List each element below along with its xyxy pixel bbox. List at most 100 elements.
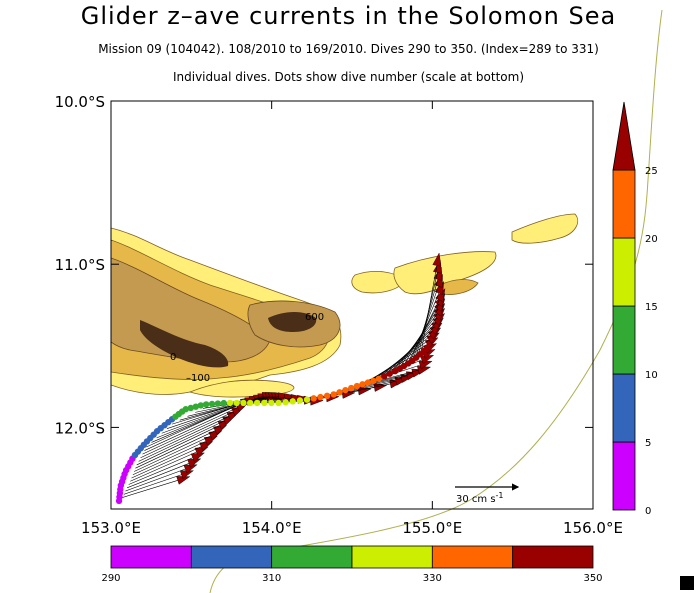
current-vector <box>144 404 243 451</box>
current-vector <box>128 455 199 485</box>
track-dot <box>303 396 311 403</box>
colorbar-tick-label: 0 <box>645 506 651 517</box>
track-dot <box>386 370 393 377</box>
island-far-east <box>511 213 579 244</box>
current-vector <box>132 438 212 476</box>
track-dot <box>348 384 355 392</box>
scale-arrow-text: 30 cm s <box>456 494 496 505</box>
track-dot <box>381 373 388 380</box>
colorbar-segment <box>612 373 636 443</box>
colorbar-segment <box>612 237 636 307</box>
current-vector <box>126 461 195 489</box>
contour-label: 600 <box>305 312 324 323</box>
current-vector <box>140 413 234 459</box>
current-vector <box>364 341 433 384</box>
track-dot <box>240 399 247 407</box>
island-east-1 <box>351 270 406 294</box>
track-dot <box>342 386 349 394</box>
current-vector <box>130 449 202 482</box>
current-vector <box>407 294 443 363</box>
scale-arrow-exponent: -1 <box>496 491 504 500</box>
track-dot <box>268 399 275 407</box>
y-tick-label: 10.0°S <box>55 93 105 111</box>
island-east-2 <box>393 251 497 295</box>
track-dot <box>336 389 343 396</box>
x-tick-label: 155.0°E <box>402 519 462 537</box>
y-tick-label: 12.0°S <box>55 419 105 437</box>
colorbar-tick-label: 15 <box>645 302 658 313</box>
dive-colorbar-segment <box>271 545 353 569</box>
current-vector <box>369 336 434 382</box>
contour-label: –100 <box>186 373 210 384</box>
scale-arrow-label: 30 cm s-1 <box>456 491 504 505</box>
dive-colorbar-segment <box>110 545 192 569</box>
land-peak-central2 <box>268 312 317 332</box>
track-dot <box>187 404 194 412</box>
colorbar-segment <box>612 305 636 375</box>
track-dot <box>253 399 261 407</box>
current-vector <box>420 259 439 353</box>
track-dot <box>208 400 216 408</box>
current-vector <box>135 428 221 469</box>
dive-colorbar-label: 330 <box>423 573 442 584</box>
chart-title: Glider z–ave currents in the Solomon Sea <box>80 2 617 30</box>
corner-marker <box>680 576 694 590</box>
track-dot <box>424 344 431 351</box>
track-dot <box>182 406 189 413</box>
track-dot <box>359 381 366 388</box>
track-dot <box>192 403 200 410</box>
track-dot <box>353 382 361 390</box>
contour-label: 0 <box>170 352 176 363</box>
land-peak-west <box>140 320 229 368</box>
track-dot <box>296 397 304 404</box>
current-vector <box>142 409 239 455</box>
current-vector <box>123 472 187 495</box>
current-vector <box>134 433 216 472</box>
y-axis: 10.0°S 11.0°S 12.0°S <box>55 93 593 437</box>
track-dot <box>323 392 331 400</box>
current-vector <box>125 466 191 492</box>
dive-colorbar-label: 350 <box>583 573 602 584</box>
x-tick-label: 156.0°E <box>563 519 623 537</box>
track-dot <box>275 399 282 407</box>
track-dot <box>197 402 205 409</box>
track-dot <box>226 399 234 407</box>
dive-colorbar-label: 310 <box>262 573 281 584</box>
island-east-3 <box>439 279 479 295</box>
colorbar-segment <box>612 169 636 239</box>
colorbar-tick-label: 20 <box>645 234 658 245</box>
current-vector <box>122 478 184 498</box>
plot-frame <box>110 100 594 510</box>
track-dot <box>261 399 268 407</box>
colorbar-segment <box>612 441 636 511</box>
current-vector <box>138 418 230 462</box>
track-dot <box>202 401 210 408</box>
track-dot <box>282 399 289 406</box>
track-dot <box>375 375 383 382</box>
track-dot <box>370 377 377 385</box>
colorbar-tick-label: 25 <box>645 166 658 177</box>
dive-colorbar-segment <box>431 545 514 569</box>
dive-colorbar-segment <box>351 545 433 569</box>
track-dot <box>364 379 372 386</box>
glider-track <box>115 344 431 505</box>
x-tick-label: 153.0°E <box>81 519 141 537</box>
track-dot <box>214 400 222 407</box>
track-dot <box>317 393 324 401</box>
colorbar-tick-label: 5 <box>645 438 651 449</box>
y-tick-label: 11.0°S <box>55 256 105 274</box>
track-dot <box>310 395 317 402</box>
track-dot <box>246 399 254 407</box>
current-vector <box>131 444 207 479</box>
chart-subtitle-note: Individual dives. Dots show dive number … <box>172 70 525 84</box>
x-tick-label: 154.0°E <box>242 519 302 537</box>
track-dot <box>289 398 296 405</box>
track-dot <box>233 399 240 407</box>
colorbar-tick-label: 10 <box>645 370 658 381</box>
dive-colorbar-segment <box>190 545 273 569</box>
current-vector-head <box>432 252 442 267</box>
bottom-colorbar: 290 310 330 350 <box>101 545 603 584</box>
colorbar-top-triangle <box>612 101 636 171</box>
current-vector <box>410 287 442 361</box>
